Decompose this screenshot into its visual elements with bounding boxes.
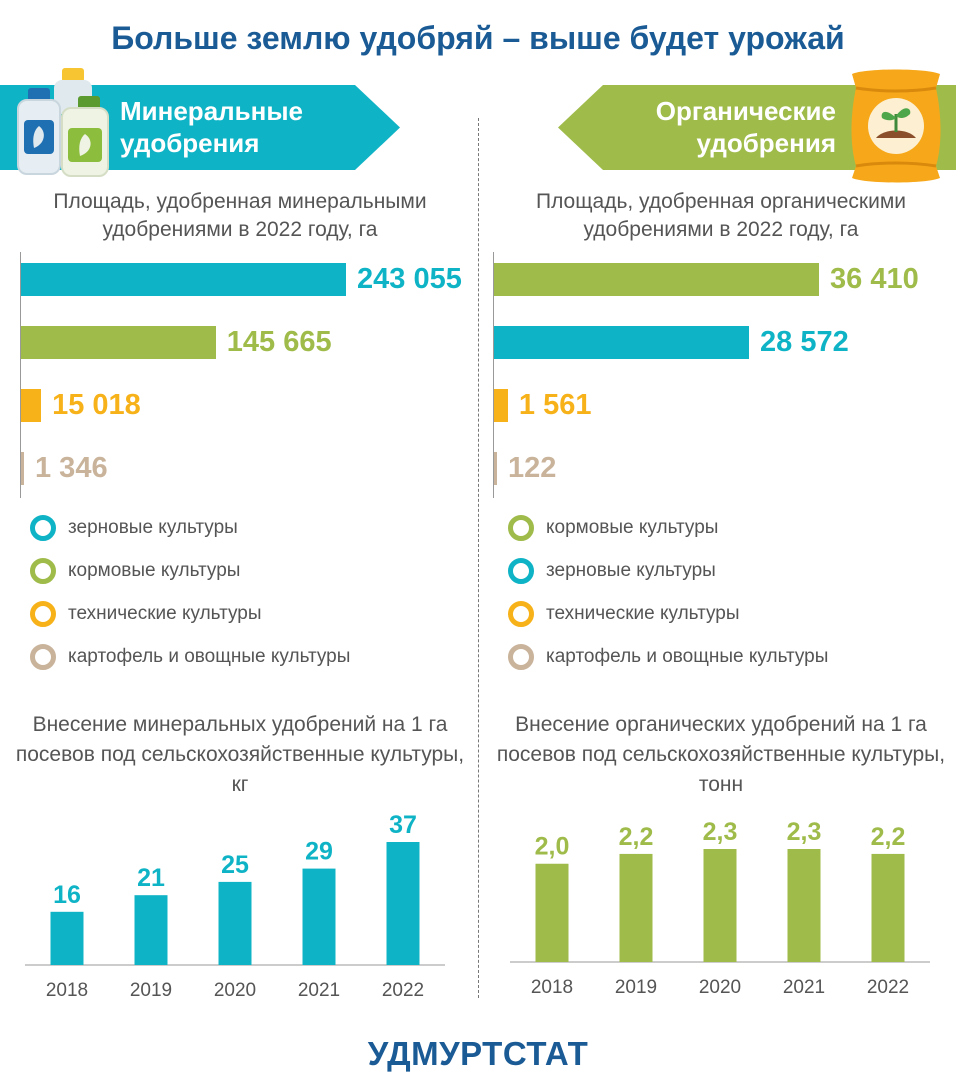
organic-legend-label: кормовые культуры xyxy=(546,517,719,538)
organic-per-ha-bar xyxy=(619,853,653,962)
mineral-per-ha-bar xyxy=(218,881,252,965)
organic-area-value-label: 1 561 xyxy=(518,389,592,421)
mineral-per-ha-year-label: 2022 xyxy=(382,980,424,1001)
organic-per-ha-value-label: 2,2 xyxy=(619,823,654,851)
organic-per-ha-bar xyxy=(787,849,821,962)
mineral-legend-label: технические культуры xyxy=(68,603,262,624)
mineral-area-value-label: 1 346 xyxy=(35,452,108,484)
fertilizer-bottles-icon xyxy=(14,66,110,183)
organic-area-value-label: 122 xyxy=(508,452,557,484)
organic-area-bar xyxy=(494,326,750,359)
mineral-legend-item: зерновые культуры xyxy=(30,513,238,543)
legend-ring-icon xyxy=(30,601,56,627)
mineral-area-bar xyxy=(21,389,42,422)
legend-ring-icon xyxy=(30,644,56,670)
mineral-per-ha-bar xyxy=(134,895,168,965)
organic-legend-label: зерновые культуры xyxy=(546,560,716,581)
legend-ring-icon xyxy=(30,558,56,584)
legend-ring-icon xyxy=(30,515,56,541)
organic-per-ha-chart: 2,0 2018 2,2 2019 2,3 2020 2,3 2021 2,2 2022 xyxy=(510,800,930,1010)
mineral-area-chart: 243 055 145 665 15 018 1 346 xyxy=(20,252,475,502)
mineral-per-ha-bar xyxy=(50,911,84,965)
organic-legend-label: технические культуры xyxy=(546,603,740,624)
organic-area-title: Площадь, удобренная органическими удобре… xyxy=(535,190,907,241)
organic-legend-item: кормовые культуры xyxy=(508,513,718,543)
mineral-area-bar xyxy=(21,326,216,359)
mineral-legend-label: кормовые культуры xyxy=(68,560,241,581)
legend-ring-icon xyxy=(508,515,534,541)
organic-area-value-label: 28 572 xyxy=(760,326,849,358)
mineral-legend-item: кормовые культуры xyxy=(30,556,240,586)
legend-ring-icon xyxy=(508,601,534,627)
mineral-legend-label: картофель и овощные культуры xyxy=(68,646,351,667)
footer-brand: УДМУРТСТАТ xyxy=(367,1035,589,1072)
mineral-per-ha-year-label: 2020 xyxy=(214,980,256,1001)
mineral-banner-label: Минеральные удобрения xyxy=(120,96,304,158)
mineral-per-ha-value-label: 21 xyxy=(137,864,165,892)
legend-ring-icon xyxy=(508,644,534,670)
mineral-area-bar xyxy=(21,452,24,485)
organic-area-bar xyxy=(494,389,508,422)
organic-per-ha-year-label: 2020 xyxy=(699,977,741,998)
organic-per-ha-year-label: 2021 xyxy=(783,977,825,998)
mineral-legend-item: картофель и овощные культуры xyxy=(30,642,350,672)
mineral-area-value-label: 145 665 xyxy=(226,326,332,358)
organic-legend-item: картофель и овощные культуры xyxy=(508,642,828,672)
organic-per-ha-value-label: 2,3 xyxy=(703,818,738,846)
mineral-per-ha-year-label: 2019 xyxy=(130,980,172,1001)
organic-banner-label: Органические удобрения xyxy=(655,96,836,158)
organic-area-bar xyxy=(494,452,497,485)
organic-area-axis-line xyxy=(493,252,494,498)
mineral-per-ha-bar xyxy=(386,842,420,965)
mineral-per-ha-year-label: 2021 xyxy=(298,980,340,1001)
mineral-per-ha-bar xyxy=(302,868,336,965)
organic-area-chart: 36 410 28 572 1 561 122 xyxy=(493,252,948,502)
organic-area-bar xyxy=(494,263,819,296)
mineral-area-title: Площадь, удобренная минеральными удобрен… xyxy=(53,190,427,241)
mineral-per-ha-value-label: 25 xyxy=(221,851,249,879)
organic-per-ha-year-label: 2019 xyxy=(615,977,657,998)
page-title: Больше землю удобряй – выше будет урожай xyxy=(111,20,845,56)
mineral-area-axis-line xyxy=(20,252,21,498)
legend-ring-icon xyxy=(508,558,534,584)
mineral-area-bar xyxy=(21,263,346,296)
organic-area-value-label: 36 410 xyxy=(830,263,919,295)
organic-per-ha-value-label: 2,2 xyxy=(871,823,906,851)
organic-legend-label: картофель и овощные культуры xyxy=(546,646,829,667)
organic-per-ha-value-label: 2,0 xyxy=(535,833,570,861)
organic-per-ha-title: Внесение органических удобрений на 1 га … xyxy=(496,713,946,796)
organic-per-ha-year-label: 2022 xyxy=(867,977,909,998)
mineral-area-value-label: 243 055 xyxy=(357,263,462,295)
organic-per-ha-value-label: 2,3 xyxy=(787,818,822,846)
mineral-legend-item: технические культуры xyxy=(30,599,262,629)
organic-per-ha-year-label: 2018 xyxy=(531,977,573,998)
center-divider xyxy=(478,118,479,998)
mineral-per-ha-value-label: 29 xyxy=(305,838,333,866)
organic-legend: кормовые культуры зерновые культуры технич… xyxy=(508,513,928,673)
mineral-per-ha-value-label: 37 xyxy=(389,811,417,839)
fertilizer-bag-icon xyxy=(846,66,946,189)
organic-per-ha-bar xyxy=(535,863,569,962)
organic-per-ha-bar xyxy=(871,853,905,962)
organic-legend-item: зерновые культуры xyxy=(508,556,716,586)
mineral-per-ha-chart: 16 2018 21 2019 25 2020 29 2021 37 2022 xyxy=(25,800,445,1010)
organic-per-ha-bar xyxy=(703,849,737,962)
mineral-per-ha-value-label: 16 xyxy=(53,881,81,909)
mineral-area-value-label: 15 018 xyxy=(52,389,141,421)
mineral-legend-label: зерновые культуры xyxy=(68,517,238,538)
mineral-per-ha-year-label: 2018 xyxy=(46,980,88,1001)
mineral-per-ha-title: Внесение минеральных удобрений на 1 га п… xyxy=(15,713,465,796)
organic-legend-item: технические культуры xyxy=(508,599,740,629)
mineral-legend: зерновые культуры кормовые культуры технич… xyxy=(30,513,450,673)
